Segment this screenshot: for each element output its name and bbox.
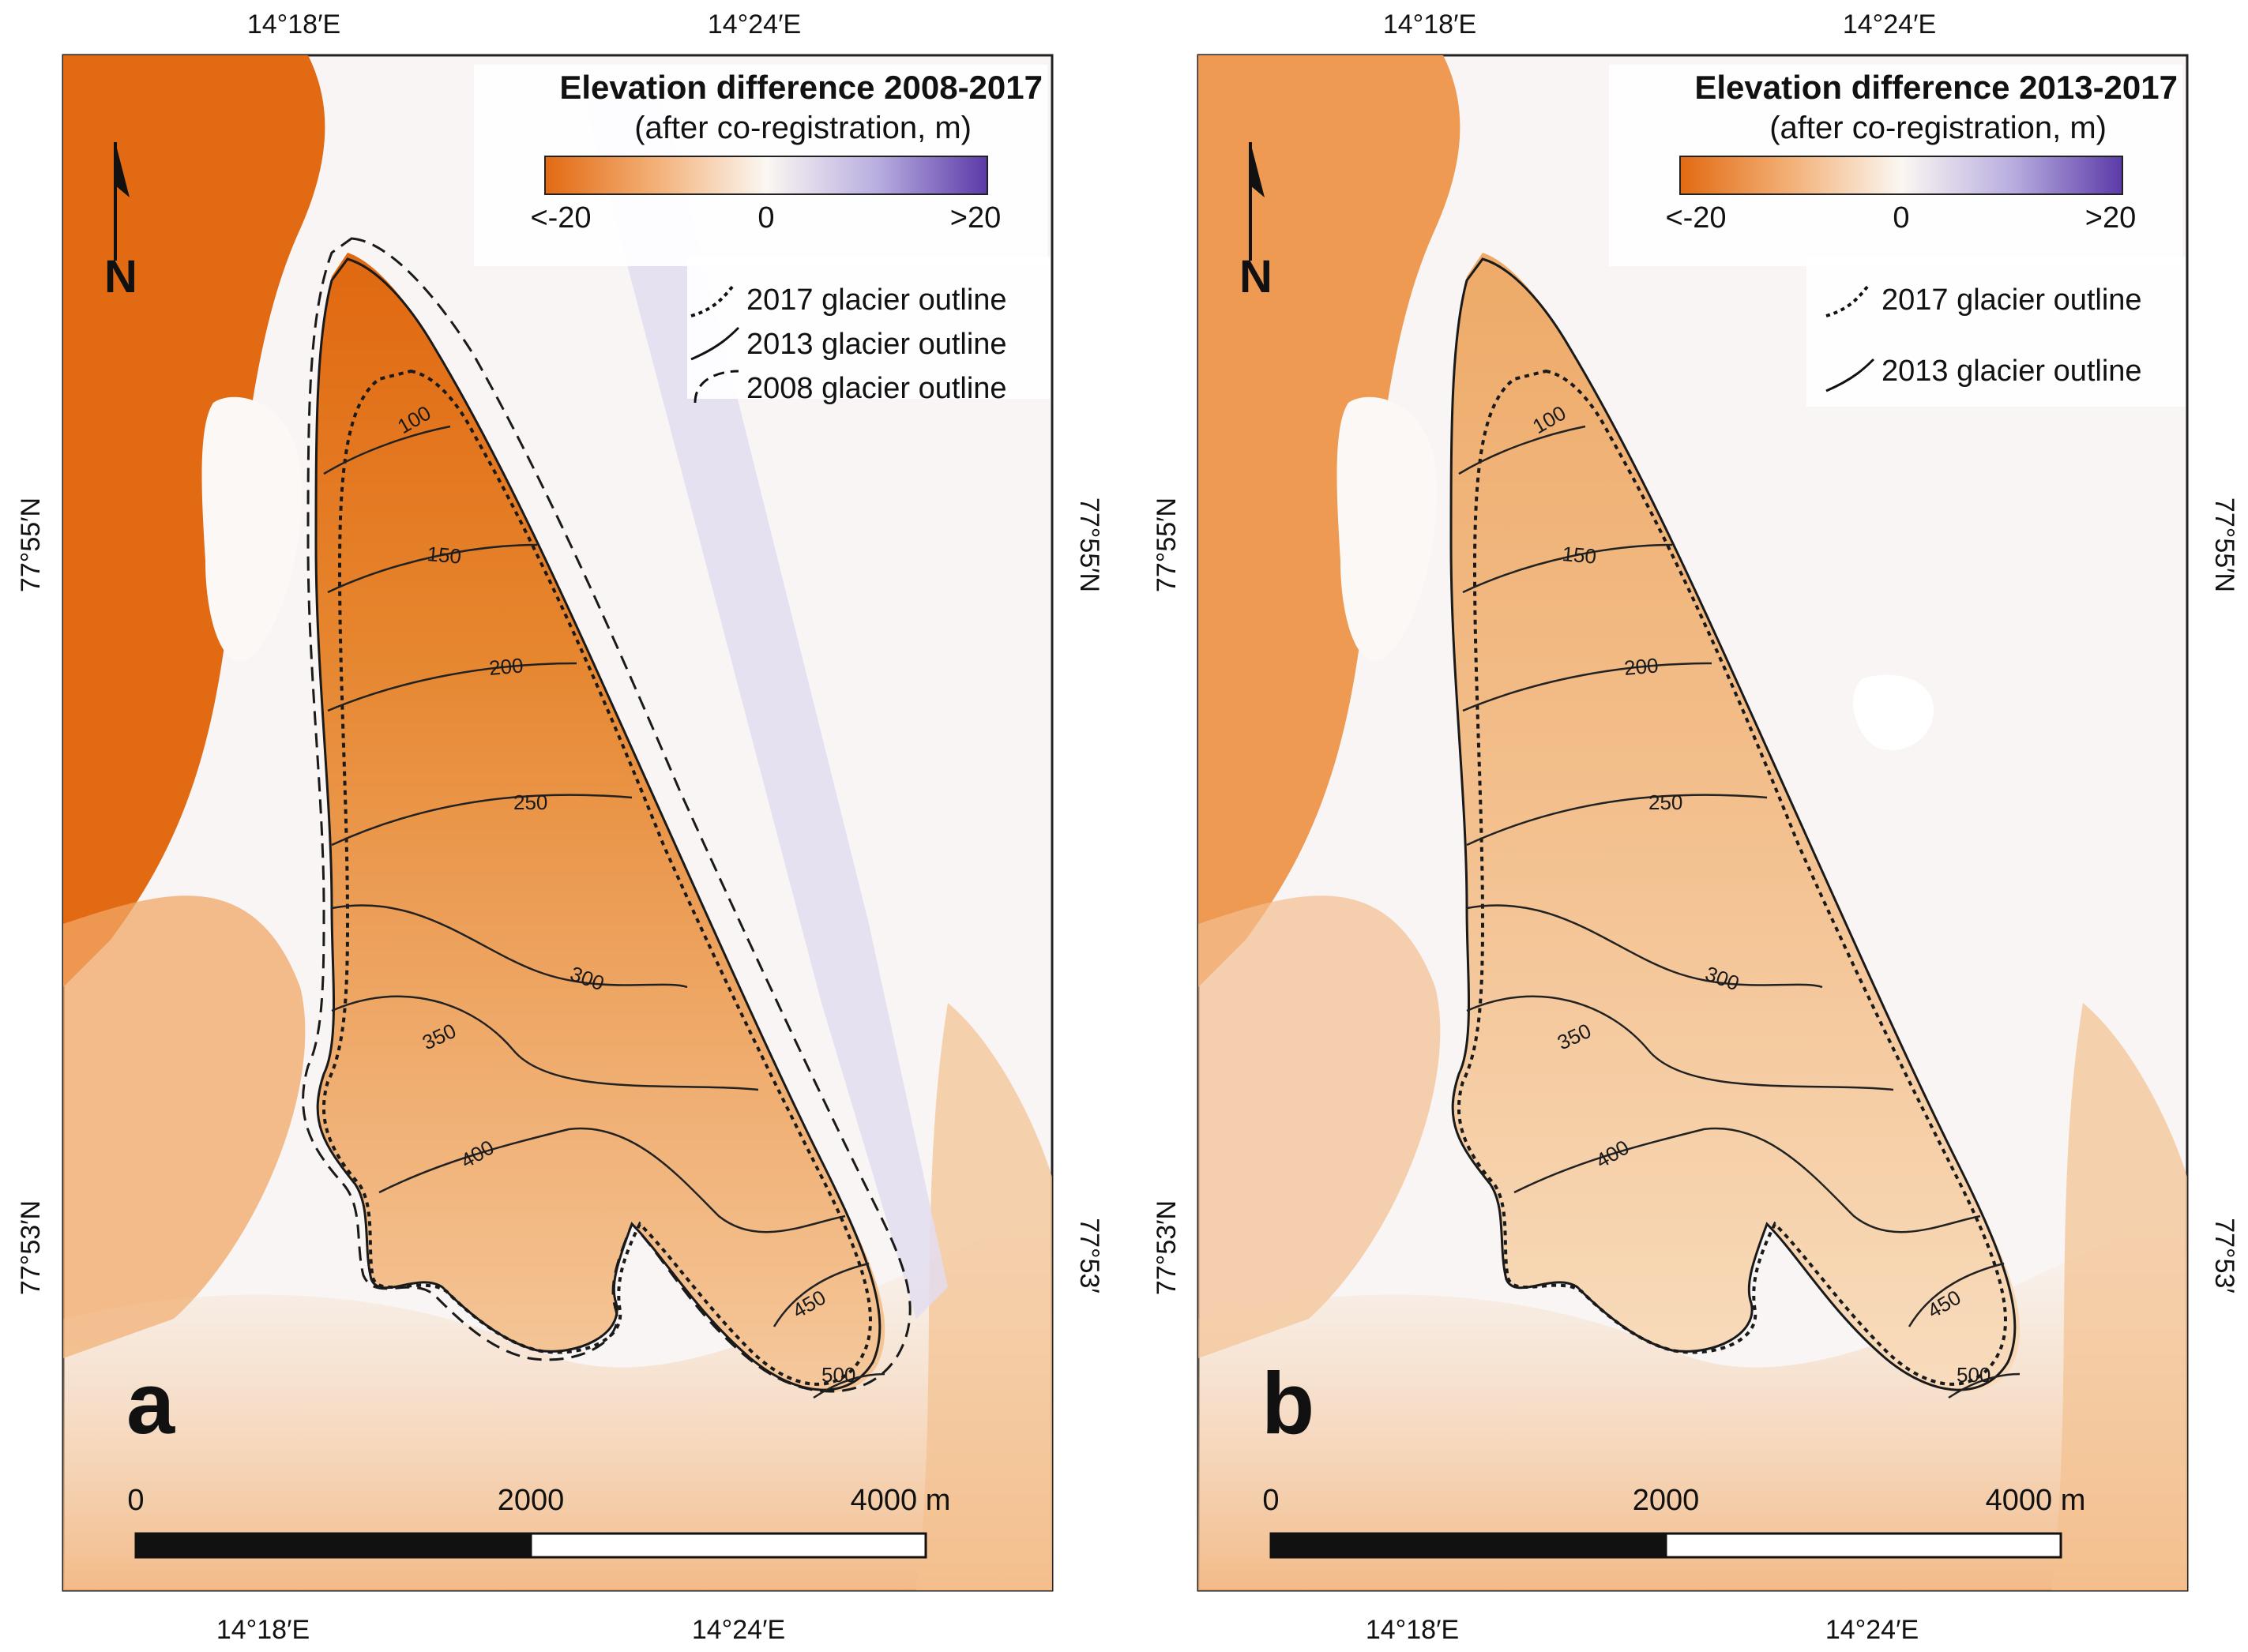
lon-bottom-2: 14°24′E: [692, 1615, 785, 1645]
contour-label-200: 200: [1623, 653, 1660, 680]
moraine-band: [585, 103, 948, 1319]
colorbar-tick-max: >20: [950, 201, 1001, 235]
scale-label-2000: 2000: [498, 1484, 565, 1517]
southern-lowland-change: [63, 1208, 1052, 1590]
north-arrow: N: [1239, 142, 1272, 302]
nunatak: [201, 396, 302, 662]
contour-label-500: 500: [1957, 1363, 1990, 1387]
lat-right-2: 77°53′: [1074, 1218, 1104, 1293]
graticule-labels: 14°18′E 14°24′E 14°18′E 14°24′E 77°55′N …: [16, 9, 1104, 1645]
southern-lowland-change: [1198, 1208, 2187, 1590]
eastern-lowland-change: [2051, 1003, 2187, 1590]
graticule-labels: 14°18′E 14°24′E 14°18′E 14°24′E 77°55′N …: [1152, 9, 2239, 1645]
contour-label-150: 150: [426, 542, 462, 569]
scale-label-2000: 2000: [1633, 1484, 1700, 1517]
outline-legend-box: [1806, 257, 2186, 407]
lat-right-2: 77°53′: [2209, 1218, 2239, 1293]
outline-legend-2017: 2017 glacier outline: [746, 283, 1007, 317]
colorbar: [1679, 156, 2123, 195]
scale-label-0: 0: [127, 1484, 144, 1517]
legend-subtitle: (after co-registration, m): [1769, 111, 2107, 145]
contour-label-500: 500: [821, 1363, 855, 1387]
lat-left-1: 77°55′N: [16, 497, 46, 592]
panel-label: b: [1261, 1355, 1314, 1452]
legend-title: Elevation difference 2008-2017: [559, 69, 1043, 106]
colorbar-tick-zero: 0: [1893, 201, 1909, 235]
lon-top-1: 14°18′E: [1383, 9, 1476, 39]
scale-label-4000: 4000 m: [1986, 1484, 2086, 1517]
lat-left-2: 77°53′N: [1152, 1200, 1182, 1295]
lat-left-2: 77°53′N: [16, 1200, 46, 1295]
contour-label-150: 150: [1561, 542, 1597, 569]
colorbar-tick-min: <-20: [1665, 201, 1726, 235]
nunatak: [1336, 396, 1437, 662]
fjord-thinning-area: [1198, 55, 1460, 987]
panel-label: a: [126, 1355, 175, 1452]
legend-title: Elevation difference 2013-2017: [1694, 69, 2178, 106]
panel-a: 100 150 200 250 300 350 400 450 500 N El…: [16, 9, 1104, 1645]
scale-label-0: 0: [1262, 1484, 1279, 1517]
scale-bar: 0 2000 4000 m: [127, 1484, 951, 1559]
scale-label-4000: 4000 m: [851, 1484, 951, 1517]
eastern-lowland-change: [916, 1003, 1052, 1590]
contour-label-250: 250: [513, 790, 547, 814]
lon-top-1: 14°18′E: [247, 9, 340, 39]
colorbar-tick-max: >20: [2085, 201, 2136, 235]
lat-right-1: 77°55′N: [1074, 497, 1104, 592]
lat-left-1: 77°55′N: [1152, 497, 1182, 592]
lon-top-2: 14°24′E: [1843, 9, 1936, 39]
north-arrow: N: [104, 142, 137, 302]
glacier-surface: [316, 253, 885, 1392]
contour-label-250: 250: [1648, 790, 1682, 814]
contour-lines: [323, 425, 885, 1399]
fjord-fade-area: [63, 895, 306, 1358]
lon-bottom-1: 14°18′E: [1366, 1615, 1459, 1645]
outline-legend: 2017 glacier outline 2013 glacier outlin…: [1825, 283, 2142, 392]
panel-b: 100 150 200 250 300 350 400 450 500 N El…: [1152, 9, 2239, 1645]
colorbar-tick-zero: 0: [757, 201, 774, 235]
outline-2017: [1457, 369, 2007, 1386]
outline-2017: [321, 369, 872, 1386]
glacier-surface: [1451, 253, 2021, 1392]
contour-lines: [1458, 425, 2021, 1399]
north-label: N: [104, 251, 137, 302]
legend-subtitle: (after co-registration, m): [634, 111, 972, 145]
outline-legend-box: [687, 257, 1051, 399]
contour-label-200: 200: [488, 653, 524, 680]
colorbar: [544, 156, 988, 195]
fjord-fade-area: [1198, 895, 1441, 1358]
lon-top-2: 14°24′E: [708, 9, 801, 39]
scale-bar: 0 2000 4000 m: [1262, 1484, 2086, 1559]
snow-patch: [1853, 674, 1934, 750]
lon-bottom-2: 14°24′E: [1825, 1615, 1919, 1645]
outline-legend-2008: 2008 glacier outline: [746, 372, 1007, 405]
lon-bottom-1: 14°18′E: [216, 1615, 310, 1645]
outline-legend-2017: 2017 glacier outline: [1881, 283, 2142, 317]
north-label: N: [1239, 251, 1272, 302]
outline-legend-2013: 2013 glacier outline: [746, 328, 1007, 361]
fjord-thinning-area: [63, 55, 325, 987]
colorbar-tick-min: <-20: [530, 201, 591, 235]
outline-legend-2013: 2013 glacier outline: [1881, 355, 2142, 388]
lat-right-1: 77°55′N: [2209, 497, 2239, 592]
outline-legend: 2017 glacier outline 2013 glacier outlin…: [690, 283, 1007, 405]
